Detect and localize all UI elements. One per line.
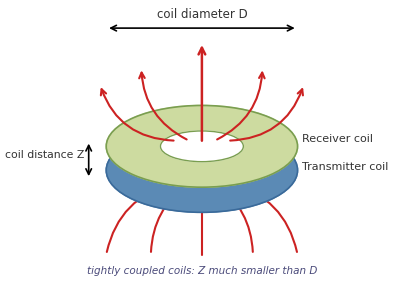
- Ellipse shape: [160, 131, 243, 162]
- Text: tightly coupled coils: Z much smaller than D: tightly coupled coils: Z much smaller th…: [87, 266, 317, 276]
- Ellipse shape: [106, 128, 297, 212]
- Ellipse shape: [158, 157, 245, 184]
- Text: Transmitter coil: Transmitter coil: [302, 162, 389, 172]
- Ellipse shape: [106, 105, 297, 187]
- Text: coil diameter D: coil diameter D: [156, 8, 247, 21]
- Text: coil distance Z: coil distance Z: [5, 150, 84, 160]
- Text: Receiver coil: Receiver coil: [302, 134, 374, 144]
